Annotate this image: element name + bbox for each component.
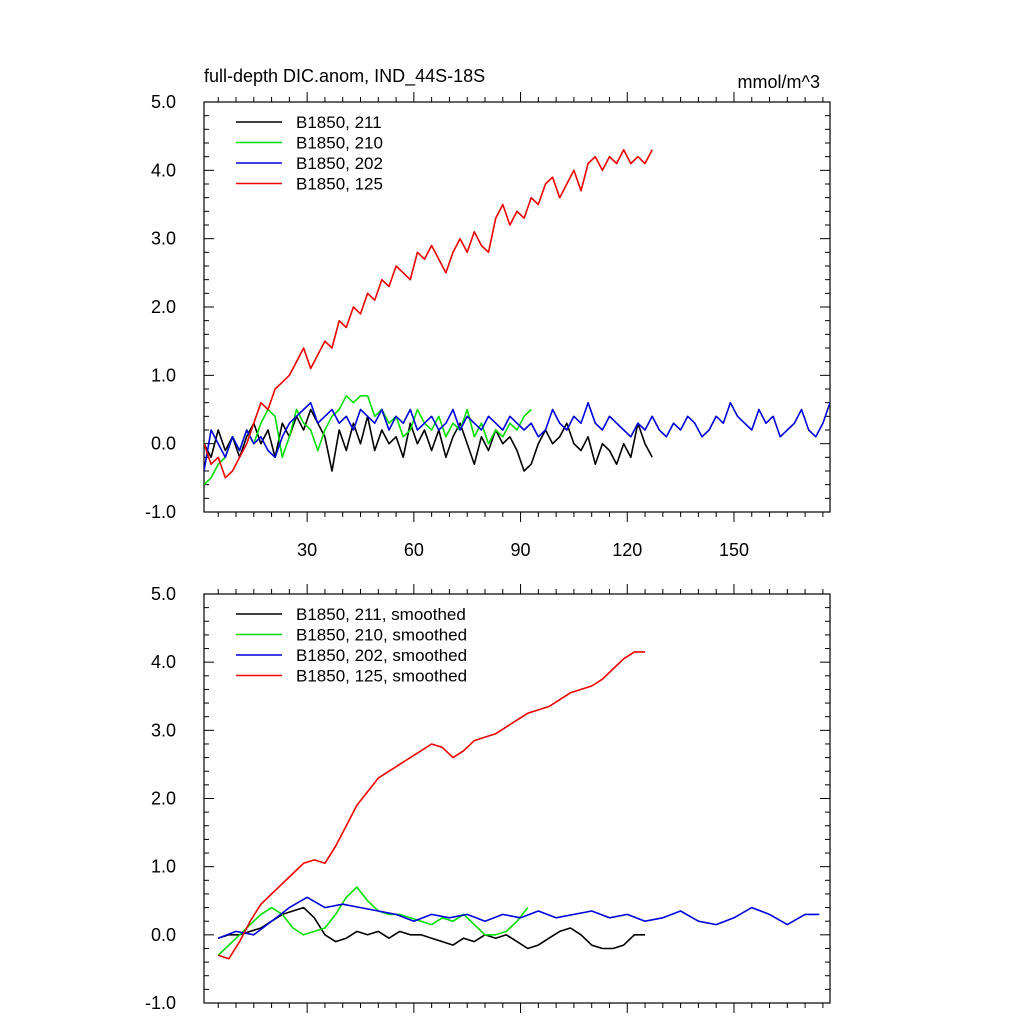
series-line-b1850-211-smoothed (217, 906, 645, 950)
legend-label: B1850, 202 (296, 154, 383, 173)
y-tick-label: 2.0 (151, 789, 176, 809)
series-line-b1850-202 (204, 401, 830, 472)
series-line-b1850-210-smoothed (217, 886, 529, 956)
x-tick-label: 30 (297, 540, 317, 560)
x-tick-label: 60 (404, 540, 424, 560)
y-tick-label: 5.0 (151, 584, 176, 604)
y-tick-label: 0.0 (151, 434, 176, 454)
legend-label: B1850, 211 (296, 113, 382, 132)
y-tick-label: 3.0 (151, 720, 176, 740)
series-group (217, 651, 820, 960)
x-tick-label: 120 (612, 540, 642, 560)
y-tick-label: 0.0 (151, 925, 176, 945)
legend-label: B1850, 125, smoothed (296, 667, 467, 686)
legend-label: B1850, 210, smoothed (296, 626, 467, 645)
y-tick-label: 4.0 (151, 160, 176, 180)
x-tick-label: 90 (511, 540, 531, 560)
y-tick-label: -1.0 (145, 993, 176, 1013)
y-tick-label: -1.0 (145, 502, 176, 522)
chart-title: full-depth DIC.anom, IND_44S-18S (204, 66, 485, 87)
units-label: mmol/m^3 (738, 72, 820, 92)
series-line-b1850-125-smoothed (217, 651, 645, 960)
top-panel: -1.0 0.0 1.0 2.0 3.0 4.0 5.0 30 60 90 120 150 full-d… (145, 66, 831, 560)
series-group (204, 149, 830, 486)
legend-label: B1850, 210 (296, 134, 383, 153)
series-line-b1850-202-smoothed (217, 896, 820, 939)
y-tick-label: 5.0 (151, 92, 176, 112)
series-line-b1850-210 (204, 395, 532, 486)
y-tick-label: 4.0 (151, 652, 176, 672)
series-line-b1850-125 (204, 149, 653, 479)
y-tick-label: 1.0 (151, 857, 176, 877)
y-tick-label: 2.0 (151, 297, 176, 317)
y-tick-label: 3.0 (151, 229, 176, 249)
legend: B1850, 211, smoothed B1850, 210, smoothed… (236, 605, 467, 686)
legend-label: B1850, 202, smoothed (296, 646, 467, 665)
y-tick-label: 1.0 (151, 365, 176, 385)
bottom-panel: -1.0 0.0 1.0 2.0 3.0 4.0 5.0 B1850, 211, smooth… (145, 584, 831, 1013)
x-tick-label: 150 (719, 540, 749, 560)
legend-label: B1850, 125 (296, 175, 383, 194)
legend-label: B1850, 211, smoothed (296, 605, 466, 624)
